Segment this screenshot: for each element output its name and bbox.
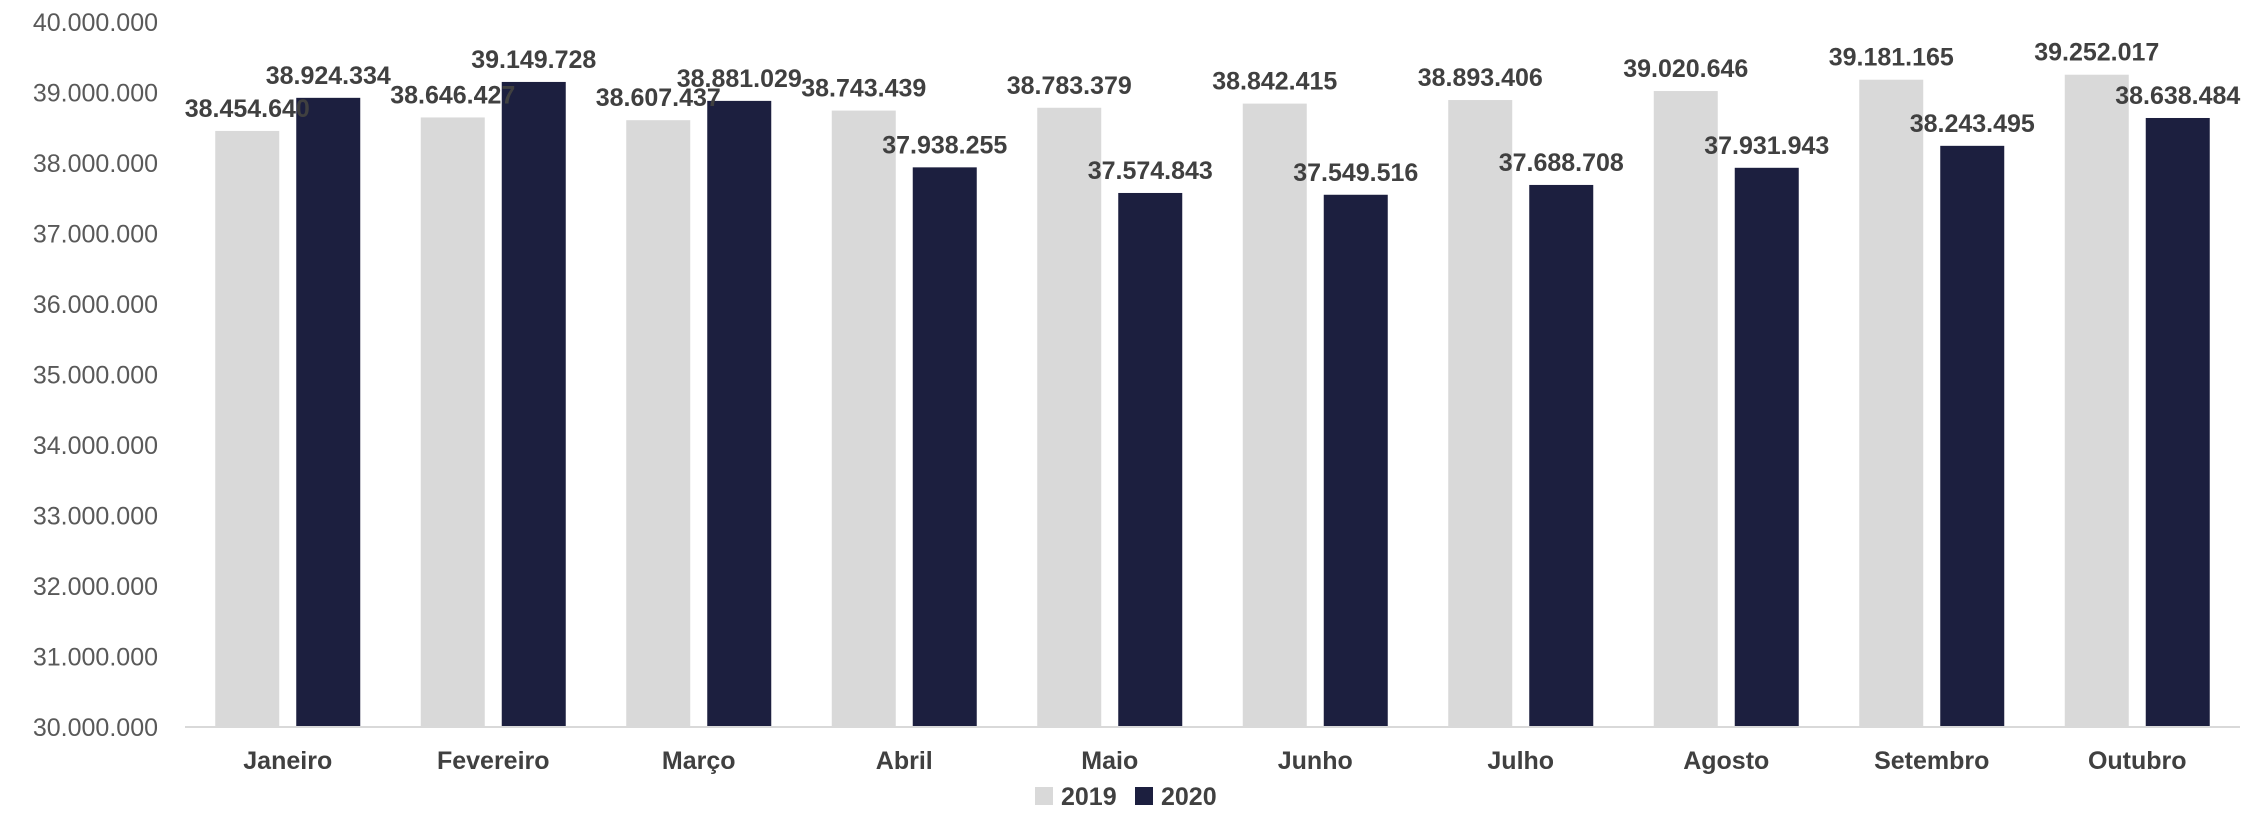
y-tick-label: 30.000.000 bbox=[33, 714, 158, 742]
data-label-2019-8: 39.181.165 bbox=[1829, 44, 1954, 72]
bar-2019-2 bbox=[626, 120, 691, 728]
bar-2019-8 bbox=[1859, 79, 1924, 728]
bar-2019-4 bbox=[1037, 107, 1102, 727]
data-label-2020-9: 38.638.484 bbox=[2115, 82, 2240, 110]
legend-swatch bbox=[1135, 787, 1153, 805]
bar-2020-1 bbox=[501, 81, 566, 728]
bar-2019-7 bbox=[1653, 91, 1718, 728]
x-tick-label: Agosto bbox=[1683, 747, 1769, 775]
data-label-2019-9: 39.252.017 bbox=[2034, 39, 2159, 67]
bar-2020-6 bbox=[1529, 184, 1594, 727]
data-label-2020-6: 37.688.708 bbox=[1499, 149, 1624, 177]
data-label-2019-4: 38.783.379 bbox=[1007, 72, 1132, 100]
bar-2019-9 bbox=[2064, 74, 2129, 728]
legend-swatch bbox=[1035, 787, 1053, 805]
bar-2019-1 bbox=[420, 117, 485, 728]
bar-2020-3 bbox=[912, 167, 977, 727]
data-label-2019-3: 38.743.439 bbox=[801, 75, 926, 103]
data-label-2019-7: 39.020.646 bbox=[1623, 55, 1748, 83]
data-label-2020-3: 37.938.255 bbox=[882, 131, 1007, 159]
x-tick-label: Outubro bbox=[2088, 747, 2187, 775]
y-tick-label: 35.000.000 bbox=[33, 362, 158, 390]
y-tick-label: 39.000.000 bbox=[33, 80, 158, 108]
bar-2020-7 bbox=[1734, 167, 1799, 727]
data-label-2020-0: 38.924.334 bbox=[266, 62, 391, 90]
legend-item-2019: 2019 bbox=[1035, 783, 1117, 811]
data-label-2020-1: 39.149.728 bbox=[471, 46, 596, 74]
y-tick-label: 33.000.000 bbox=[33, 503, 158, 531]
bar-2020-8 bbox=[1940, 145, 2005, 727]
x-tick-label: Maio bbox=[1081, 747, 1138, 775]
x-tick-label: Março bbox=[662, 747, 736, 775]
bar-2019-6 bbox=[1448, 100, 1513, 727]
legend-label: 2019 bbox=[1061, 783, 1117, 811]
legend-item-2020: 2020 bbox=[1135, 783, 1217, 811]
y-tick-label: 31.000.000 bbox=[33, 644, 158, 672]
y-tick-label: 40.000.000 bbox=[33, 9, 158, 37]
data-label-2020-5: 37.549.516 bbox=[1293, 159, 1418, 187]
x-tick-label: Fevereiro bbox=[437, 747, 550, 775]
x-tick-label: Setembro bbox=[1874, 747, 1989, 775]
data-label-2019-2: 38.607.437 bbox=[596, 84, 721, 112]
data-label-2019-1: 38.646.427 bbox=[390, 81, 515, 109]
bar-2020-2 bbox=[707, 100, 772, 728]
data-label-2019-0: 38.454.640 bbox=[185, 95, 310, 123]
legend: 2019 2020 bbox=[1035, 783, 1217, 811]
data-label-2019-5: 38.842.415 bbox=[1212, 68, 1337, 96]
x-axis: Janeiro Fevereiro Março Abril Maio Junho Julho… bbox=[185, 726, 2240, 775]
bar-2020-4 bbox=[1118, 192, 1183, 727]
y-tick-label: 37.000.000 bbox=[33, 221, 158, 249]
y-tick-label: 38.000.000 bbox=[33, 150, 158, 178]
bar-2019-5 bbox=[1242, 103, 1307, 727]
bar-2020-9 bbox=[2145, 117, 2210, 727]
y-tick-label: 34.000.000 bbox=[33, 432, 158, 460]
bars bbox=[215, 74, 2210, 728]
x-tick-label: Abril bbox=[876, 747, 933, 775]
data-label-2020-4: 37.574.843 bbox=[1088, 157, 1213, 185]
bar-2019-0 bbox=[215, 130, 280, 727]
bar-2019-3 bbox=[831, 110, 896, 728]
bar-2020-0 bbox=[296, 97, 361, 727]
y-axis: 30.000.000 31.000.000 32.000.000 33.000.000… bbox=[33, 9, 158, 742]
legend-label: 2020 bbox=[1161, 783, 1217, 811]
data-label-2020-8: 38.243.495 bbox=[1910, 110, 2035, 138]
data-label-2020-2: 38.881.029 bbox=[677, 65, 802, 93]
data-label-2019-6: 38.893.406 bbox=[1418, 64, 1543, 92]
bar-2020-5 bbox=[1323, 194, 1388, 727]
y-tick-label: 32.000.000 bbox=[33, 573, 158, 601]
x-tick-label: Junho bbox=[1278, 747, 1353, 775]
x-tick-label: Janeiro bbox=[243, 747, 332, 775]
y-tick-label: 36.000.000 bbox=[33, 291, 158, 319]
data-label-2020-7: 37.931.943 bbox=[1704, 132, 1829, 160]
x-tick-label: Julho bbox=[1487, 747, 1554, 775]
